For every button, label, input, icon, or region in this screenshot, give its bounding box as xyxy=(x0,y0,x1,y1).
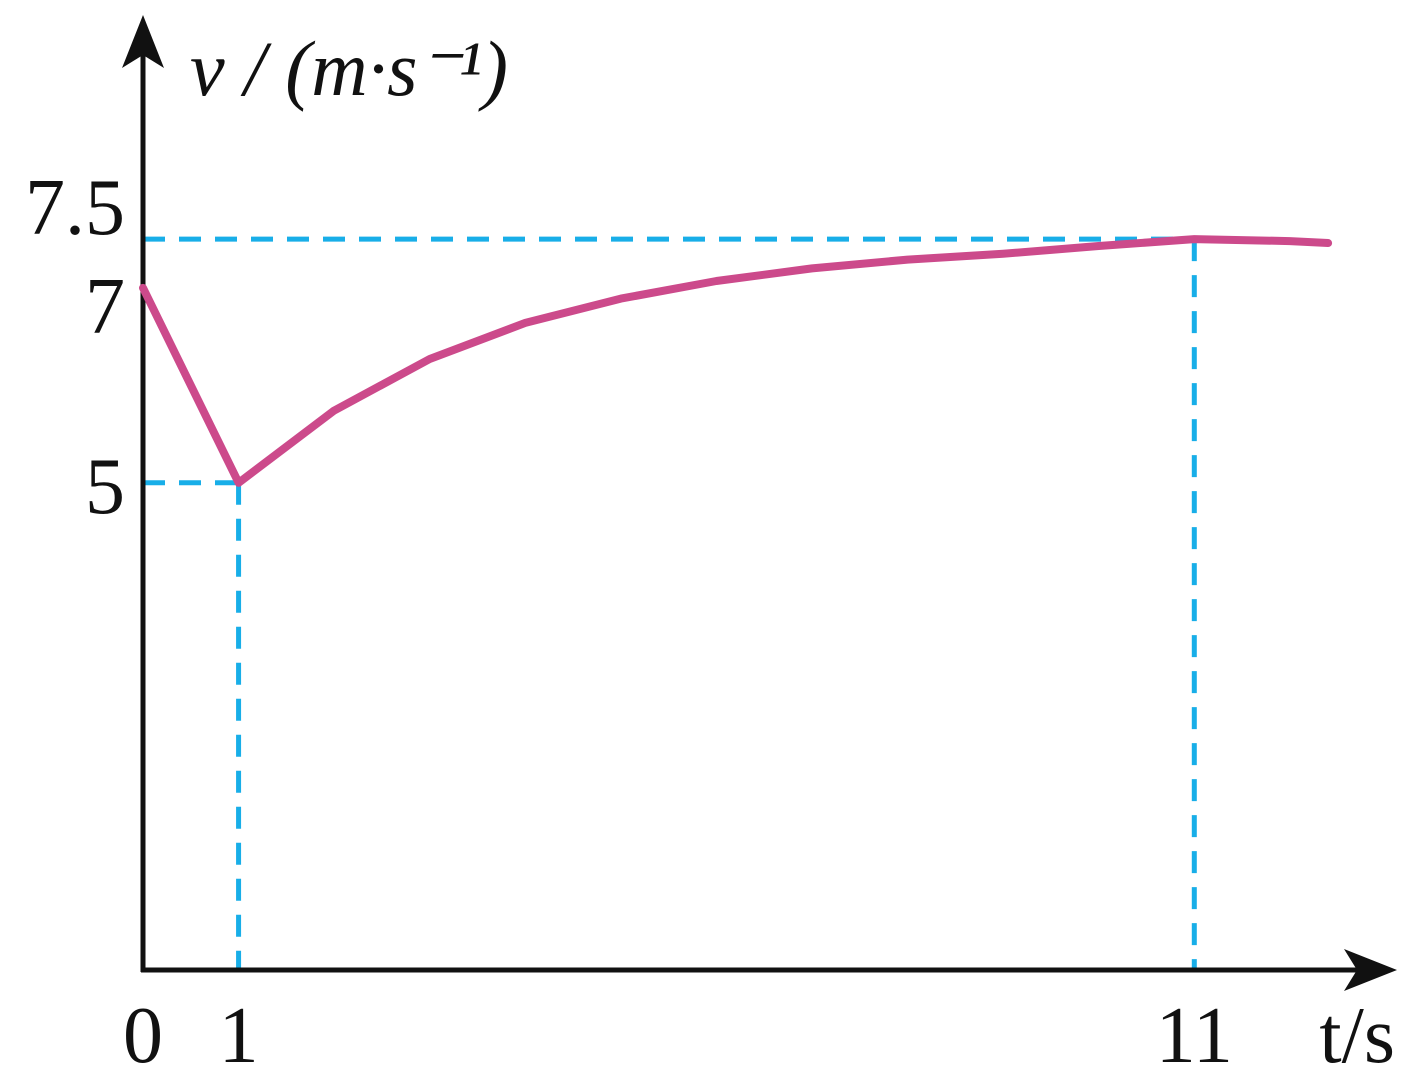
x-axis-label: t/s xyxy=(1319,992,1395,1077)
x-arrow xyxy=(1344,949,1397,991)
x-tick-label: 11 xyxy=(1156,992,1233,1077)
y-tick-label: 7 xyxy=(85,263,125,351)
y-arrow xyxy=(122,15,164,68)
y-tick-label: 5 xyxy=(85,443,125,531)
y-tick-label: 7.5 xyxy=(25,164,125,252)
data-line xyxy=(139,235,1333,487)
y-axis-label: v / (m·s⁻¹) xyxy=(190,25,508,112)
x-tick-label: 0 xyxy=(123,992,163,1077)
x-tick-label: 1 xyxy=(219,992,259,1077)
